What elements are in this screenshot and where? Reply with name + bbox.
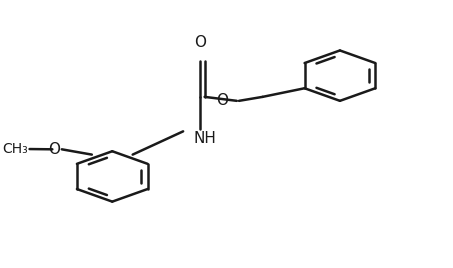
Text: CH₃: CH₃: [3, 142, 28, 156]
Text: NH: NH: [193, 131, 216, 146]
Text: O: O: [216, 93, 228, 108]
Text: O: O: [48, 142, 60, 157]
Text: O: O: [194, 35, 206, 50]
